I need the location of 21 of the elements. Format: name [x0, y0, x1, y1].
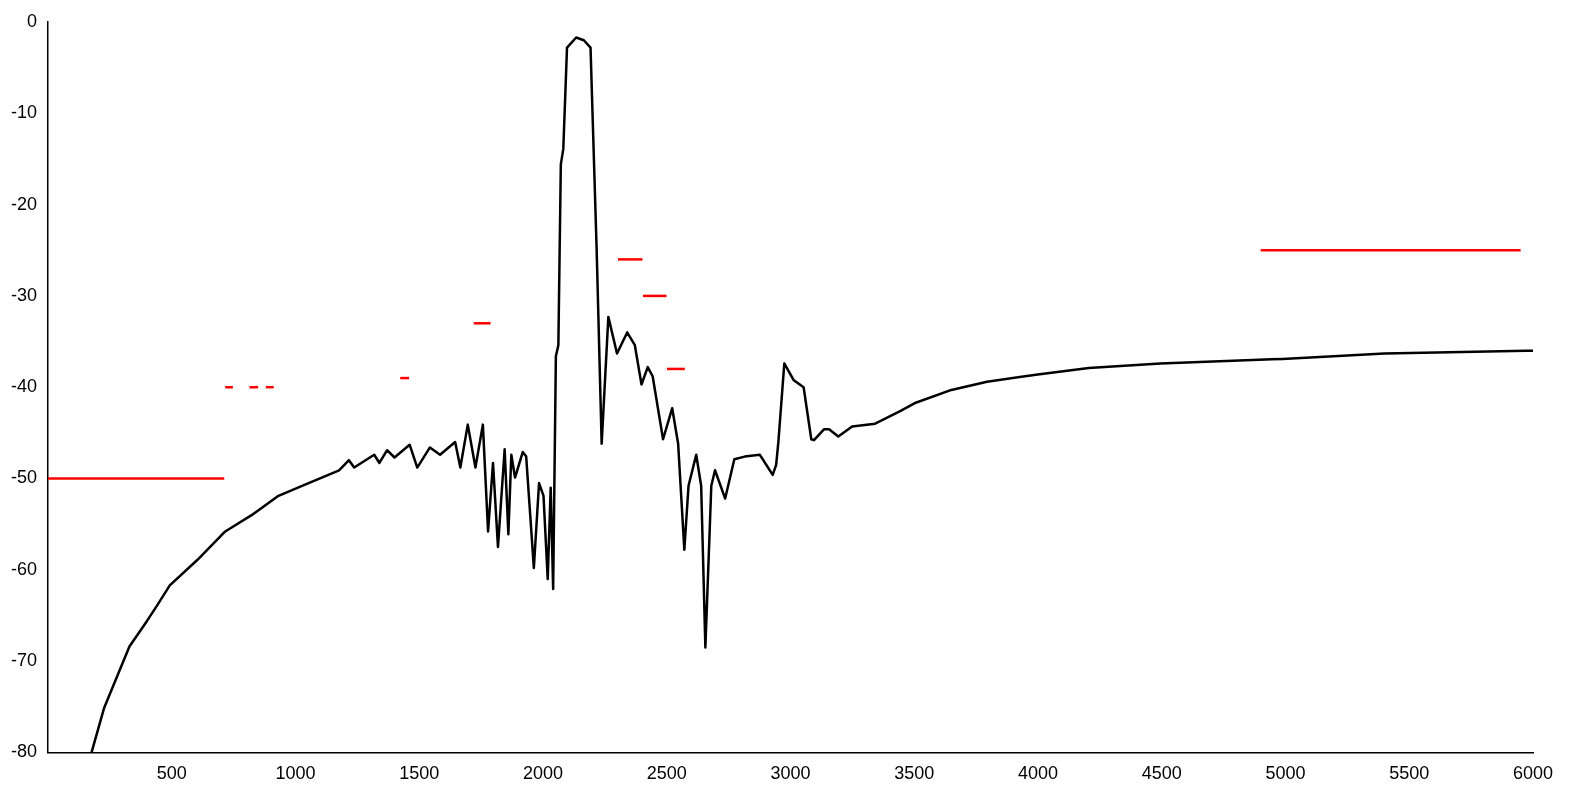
x-tick-label: 3500 — [894, 763, 935, 784]
y-tick-label: -50 — [11, 467, 38, 488]
y-tick-label: 0 — [27, 10, 38, 31]
x-tick-label: 2000 — [522, 763, 564, 784]
y-tick-label: -80 — [11, 741, 38, 762]
x-tick-label: 4000 — [1017, 763, 1059, 784]
y-tick-label: -40 — [11, 376, 38, 397]
x-tick-label: 4500 — [1141, 763, 1182, 784]
y-tick-label: -10 — [11, 102, 38, 123]
x-tick-label: 6000 — [1512, 763, 1554, 784]
x-tick-label: 500 — [156, 763, 187, 784]
y-tick-label: -20 — [11, 193, 38, 214]
x-tick-label: 1500 — [399, 763, 440, 784]
x-tick-label: 1000 — [275, 763, 316, 784]
y-tick-label: -70 — [11, 650, 38, 671]
y-tick-label: -30 — [11, 284, 38, 305]
y-tick-label: -60 — [11, 558, 38, 579]
x-tick-label: 2500 — [646, 763, 687, 784]
x-tick-label: 5500 — [1389, 763, 1430, 784]
x-tick-label: 5000 — [1265, 763, 1306, 784]
x-tick-label: 3000 — [770, 763, 811, 784]
